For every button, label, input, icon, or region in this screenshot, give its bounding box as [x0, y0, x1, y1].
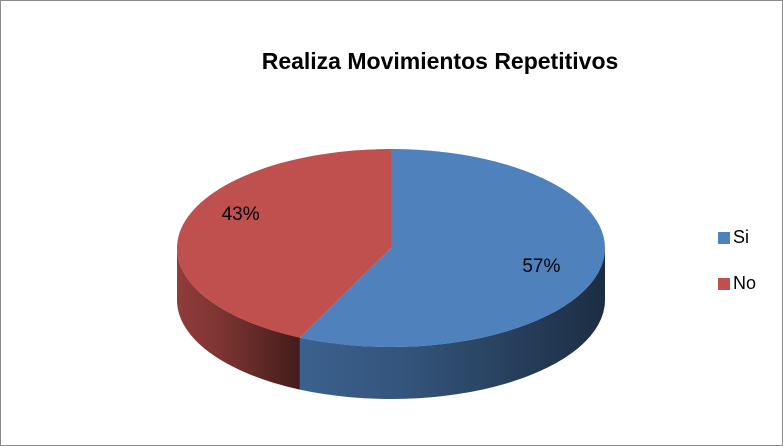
- legend-label: No: [733, 273, 756, 293]
- legend-swatch: [718, 232, 730, 244]
- slice-side-shade: [177, 248, 300, 390]
- legend-label: Si: [733, 227, 749, 247]
- slice-side-shade: [299, 248, 605, 399]
- chart-title: Realiza Movimientos Repetitivos: [262, 48, 619, 74]
- data-label: 43%: [222, 204, 260, 225]
- data-label: 57%: [522, 256, 560, 277]
- slice: [299, 149, 605, 347]
- slice: [177, 149, 391, 338]
- legend-swatch: [718, 278, 730, 290]
